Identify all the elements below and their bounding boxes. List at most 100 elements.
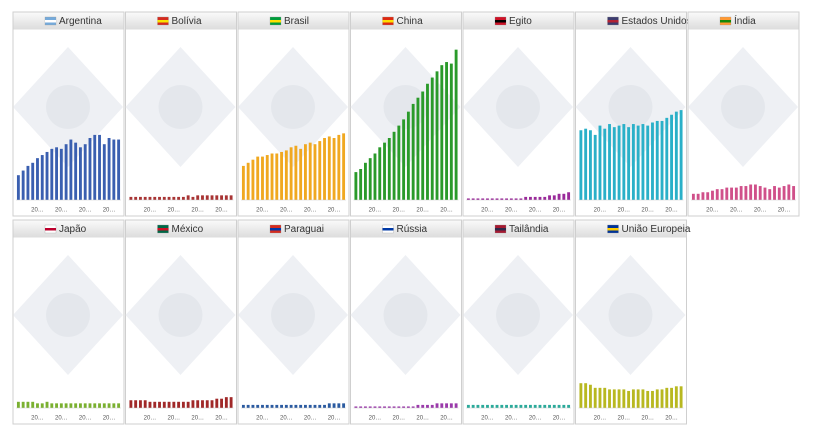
bar <box>426 83 429 200</box>
bar <box>158 196 161 200</box>
bar <box>445 62 448 200</box>
bar <box>701 192 705 200</box>
bar <box>641 124 645 200</box>
x-tick-label: 20… <box>55 208 68 214</box>
bar <box>670 387 673 408</box>
panel-header <box>463 12 574 30</box>
bar <box>529 404 532 408</box>
bar <box>679 386 683 408</box>
bar <box>500 198 504 200</box>
bar <box>215 398 219 408</box>
panel: Argentina 20… 20… 20… 20… <box>12 11 125 217</box>
bar <box>670 114 673 200</box>
bar <box>40 403 44 408</box>
bar <box>337 403 341 408</box>
bar <box>481 404 485 408</box>
x-tick-label: 20… <box>594 208 607 214</box>
bar <box>59 403 63 408</box>
bar <box>186 195 190 200</box>
bar <box>36 158 39 200</box>
bar <box>754 184 757 200</box>
bar <box>210 195 214 200</box>
bar <box>486 198 489 200</box>
bar <box>323 138 326 200</box>
panel: Índia 20… 20… 20… 20… <box>687 11 800 217</box>
bar <box>368 406 372 408</box>
flag <box>607 20 619 23</box>
bar <box>313 404 317 408</box>
bar <box>220 195 223 200</box>
bar <box>359 406 363 408</box>
x-tick-label: 20… <box>665 208 678 214</box>
panel-title: Rússia <box>397 224 428 235</box>
panel-header <box>576 12 686 30</box>
watermark <box>383 85 428 129</box>
watermark <box>496 85 540 129</box>
bar <box>308 142 312 200</box>
panel-title: México <box>172 224 204 235</box>
bar <box>548 404 551 408</box>
bar <box>538 404 542 408</box>
bar <box>706 192 710 200</box>
bar <box>93 403 97 408</box>
bar <box>589 384 592 408</box>
bar <box>74 403 78 408</box>
bar <box>251 159 255 200</box>
bar <box>627 127 631 200</box>
bar <box>711 190 714 200</box>
panel-header <box>576 220 686 238</box>
panel-header <box>13 12 124 30</box>
bar <box>21 170 25 200</box>
bar <box>449 403 453 408</box>
bar <box>749 184 753 200</box>
bar <box>777 187 781 200</box>
flag <box>157 20 169 23</box>
bar <box>696 193 700 200</box>
x-tick-label: 20… <box>280 208 293 214</box>
bar <box>627 390 631 408</box>
bar <box>486 404 489 408</box>
x-tick-label: 20… <box>416 208 429 214</box>
x-tick-label: 20… <box>55 416 68 422</box>
bar <box>655 120 659 200</box>
x-tick-label: 20… <box>215 416 228 422</box>
x-tick-label: 20… <box>280 416 293 422</box>
flag <box>495 20 506 23</box>
bar <box>495 198 499 200</box>
bar <box>107 138 111 200</box>
panel-header <box>351 12 461 30</box>
x-tick-label: 20… <box>481 208 494 214</box>
bar <box>153 196 157 200</box>
bar <box>246 162 250 200</box>
bar <box>514 198 518 200</box>
bar <box>598 387 602 408</box>
bar <box>318 404 322 408</box>
panel-title: Japão <box>59 224 87 235</box>
bar <box>196 400 200 408</box>
panel-header <box>126 220 236 238</box>
x-tick-label: 20… <box>328 416 341 422</box>
panel: Tailândia 20… 20… 20… 20… <box>462 219 575 425</box>
bar <box>466 198 470 200</box>
bar <box>196 195 200 200</box>
bar <box>83 403 87 408</box>
bar <box>430 77 434 200</box>
flag <box>382 228 394 231</box>
watermark <box>271 85 315 129</box>
x-tick-label: 20… <box>79 208 92 214</box>
panel-title: Bolívia <box>172 16 202 27</box>
bar <box>26 401 30 408</box>
bar <box>495 404 499 408</box>
bar <box>16 175 20 200</box>
bar <box>112 139 116 200</box>
bar <box>533 196 537 200</box>
bar <box>651 390 654 408</box>
bar <box>646 125 650 200</box>
bar <box>481 198 485 200</box>
bar <box>466 404 470 408</box>
bar <box>323 404 326 408</box>
x-tick-label: 20… <box>256 416 269 422</box>
bar <box>617 389 621 408</box>
bar <box>373 153 377 200</box>
